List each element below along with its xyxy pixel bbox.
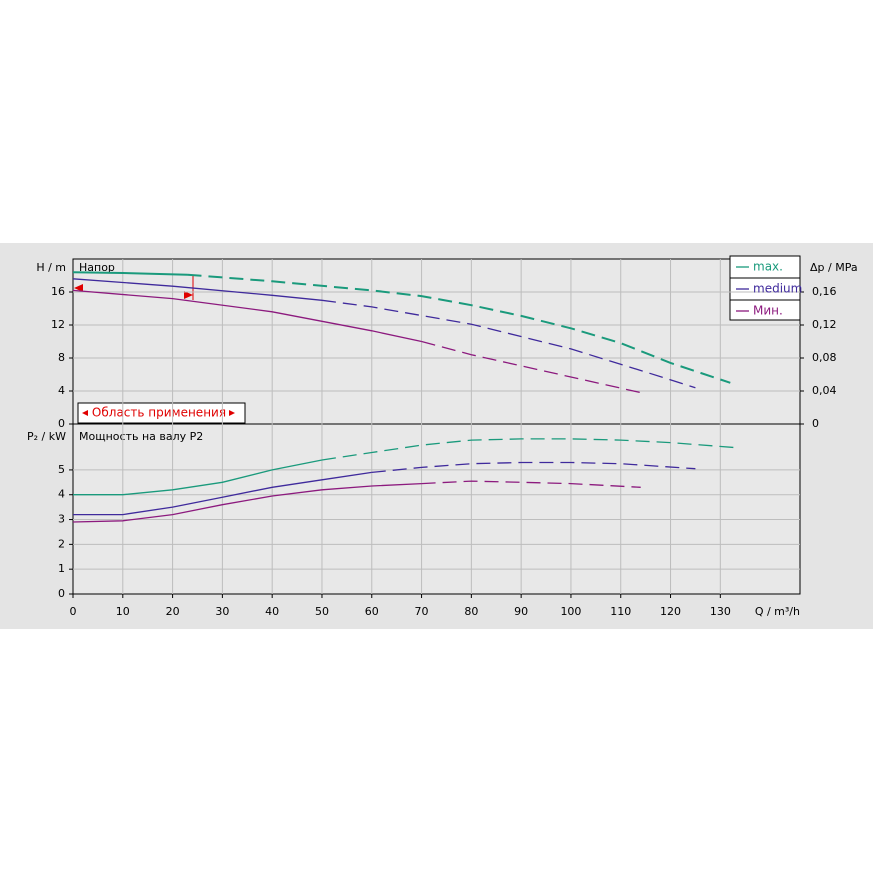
series-line xyxy=(321,299,696,389)
series-line xyxy=(73,459,323,496)
y-axis-label: H / m xyxy=(36,261,66,274)
y-tick-label: 8 xyxy=(58,351,65,364)
series-line xyxy=(72,289,422,343)
y2-tick-label: 0,12 xyxy=(812,318,837,331)
y2-tick-label: 0,04 xyxy=(812,384,837,397)
series-line xyxy=(73,471,372,516)
x-tick-label: 90 xyxy=(514,605,528,618)
y-tick-label: 3 xyxy=(58,513,65,526)
marker xyxy=(74,284,83,292)
y-tick-label: 16 xyxy=(51,285,65,298)
range-markers: Область применения xyxy=(74,276,246,424)
y2-axis-label: Δp / MPa xyxy=(810,261,858,274)
y-tick-label: 12 xyxy=(51,318,65,331)
x-tick-label: 50 xyxy=(315,605,329,618)
marker xyxy=(184,291,193,299)
head-title: Напор xyxy=(79,261,115,274)
x-tick-label: 120 xyxy=(660,605,681,618)
x-tick-label: 40 xyxy=(265,605,279,618)
y-tick-label: 0 xyxy=(58,417,65,430)
plot-area xyxy=(72,258,801,595)
x-axis-label: Q / m³/h xyxy=(755,605,800,618)
y2-tick-label: 0 xyxy=(812,417,819,430)
x-tick-label: 100 xyxy=(560,605,581,618)
x-tick-label: 80 xyxy=(464,605,478,618)
y-axis-label: P₂ / kW xyxy=(27,430,66,443)
x-tick-label: 110 xyxy=(610,605,631,618)
power-title: Мощность на валу P2 xyxy=(79,430,203,443)
y-tick-label: 4 xyxy=(58,488,65,501)
y-tick-label: 5 xyxy=(58,463,65,476)
y-tick-label: 0 xyxy=(58,587,65,600)
x-tick-label: 30 xyxy=(215,605,229,618)
legend-label: medium xyxy=(753,282,802,296)
y2-tick-label: 0,16 xyxy=(812,285,837,298)
y-tick-label: 4 xyxy=(58,384,65,397)
series-line xyxy=(72,482,422,523)
annotation: Область применения xyxy=(92,406,226,420)
x-tick-label: 60 xyxy=(365,605,379,618)
series-line xyxy=(187,273,731,384)
marker xyxy=(82,410,88,416)
x-tick-label: 10 xyxy=(116,605,130,618)
series-line xyxy=(371,461,696,474)
marker xyxy=(229,410,235,416)
series-line xyxy=(421,340,641,394)
series-line xyxy=(72,278,323,301)
legend-label: max. xyxy=(753,260,783,274)
x-tick-label: 130 xyxy=(710,605,731,618)
y-tick-label: 1 xyxy=(58,562,65,575)
series-line xyxy=(421,480,641,488)
x-tick-label: 20 xyxy=(166,605,180,618)
annotation-box xyxy=(77,402,246,424)
series-line xyxy=(72,271,188,276)
x-tick-label: 70 xyxy=(415,605,429,618)
legend-label: Мин. xyxy=(753,304,783,318)
x-tick-label: 0 xyxy=(70,605,77,618)
y2-tick-label: 0,08 xyxy=(812,351,837,364)
series-line xyxy=(321,438,736,461)
y-tick-label: 2 xyxy=(58,537,65,550)
